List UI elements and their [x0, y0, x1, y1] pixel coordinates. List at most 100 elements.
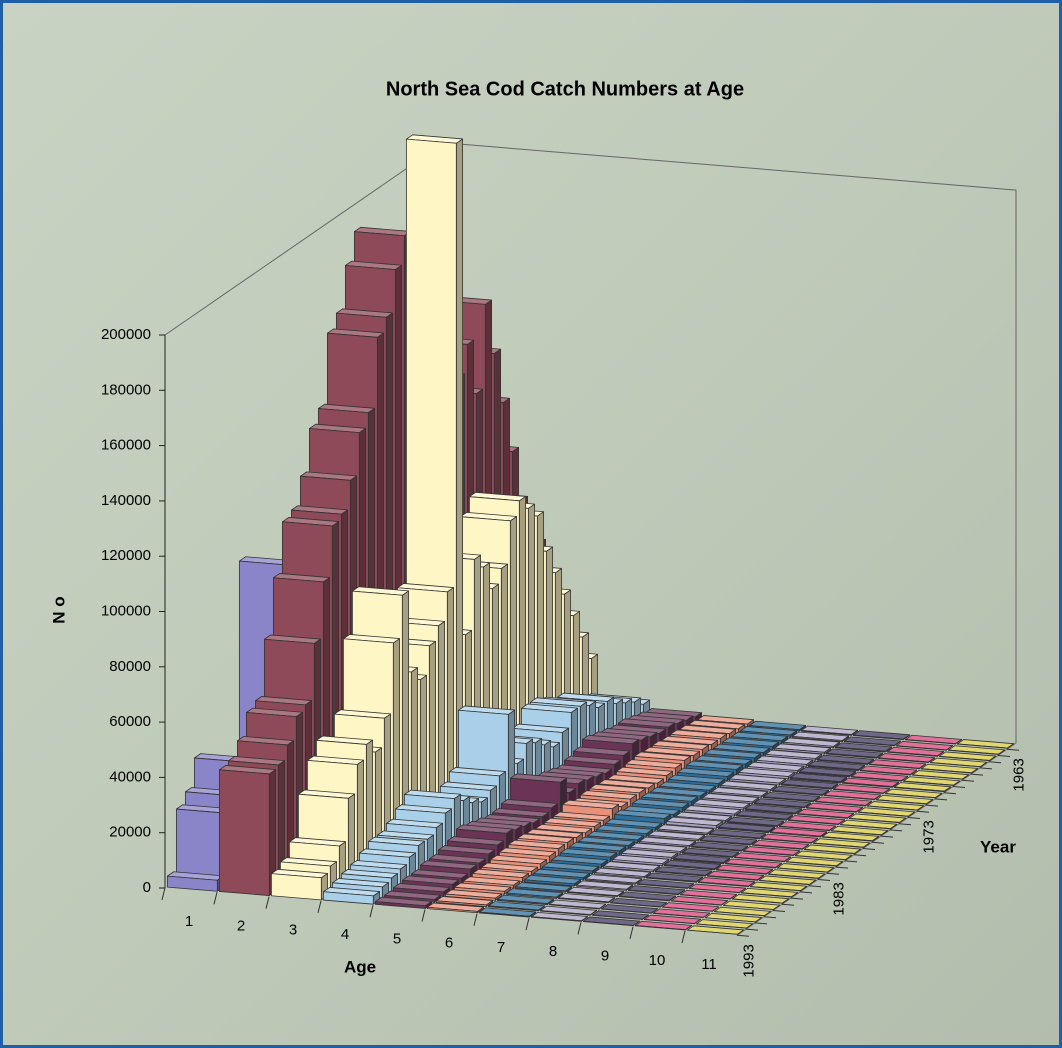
bar [852, 730, 911, 741]
bar [478, 907, 537, 918]
bar-front [749, 886, 801, 892]
bar [728, 774, 787, 786]
bar [541, 862, 600, 875]
bar-front [487, 905, 539, 912]
bar [704, 913, 763, 923]
bar [636, 879, 695, 889]
bar-front [638, 841, 690, 848]
bar-front [444, 893, 496, 901]
bar [787, 815, 846, 825]
y-tick-label: 120000 [101, 547, 151, 564]
bar [877, 753, 936, 763]
bar-front [753, 802, 805, 809]
bar [643, 914, 702, 925]
x-tick [265, 896, 270, 909]
bar-side [455, 138, 464, 808]
bar-front [426, 906, 478, 914]
bar [805, 802, 864, 813]
bar-front [762, 796, 814, 803]
bar-front [812, 842, 864, 848]
bar-front [866, 805, 918, 811]
bar-front [791, 735, 843, 742]
bar [724, 858, 783, 869]
bar [825, 748, 884, 759]
bar [731, 894, 790, 904]
bar [776, 863, 835, 873]
bar [505, 888, 564, 899]
bar-front [728, 778, 780, 786]
bar [850, 771, 909, 782]
depth-tick [952, 786, 966, 788]
bar-front [751, 844, 803, 850]
bar [938, 751, 997, 762]
x-tick [421, 909, 426, 922]
bar-front [715, 869, 767, 875]
bar-front [699, 839, 751, 846]
bar-front [744, 808, 796, 815]
bar-front [548, 903, 600, 910]
bar-front [679, 894, 731, 900]
bar-front [834, 746, 886, 753]
bar-front [760, 838, 812, 844]
bar [697, 877, 756, 887]
bar-front [843, 740, 895, 747]
bar [670, 896, 729, 906]
bar [710, 787, 769, 798]
bar [830, 825, 889, 836]
y-tick-label: 60000 [109, 713, 151, 730]
depth-tick-label: 1963 [1010, 758, 1027, 791]
bar-front [670, 900, 722, 906]
bar [715, 864, 774, 875]
bar [557, 893, 616, 904]
y-tick-label: 0 [143, 879, 151, 896]
bar [435, 896, 494, 907]
depth-tick [835, 866, 849, 869]
depth-tick [898, 823, 912, 826]
bar-front [656, 828, 708, 835]
bar-front [704, 917, 756, 923]
bar-front [322, 891, 374, 905]
bar [884, 788, 943, 799]
bar [868, 759, 927, 770]
bar-front [852, 734, 904, 741]
bar-front [911, 774, 963, 780]
x-tick [629, 926, 634, 939]
bar-front [690, 845, 742, 852]
bar-front [661, 906, 713, 912]
bar-front [618, 895, 670, 902]
bar [758, 875, 817, 886]
bar-front [697, 881, 749, 887]
bar [796, 808, 855, 819]
bar [322, 887, 381, 905]
bar [613, 809, 672, 825]
bar [584, 874, 643, 885]
bar-front [785, 861, 837, 867]
x-tick-label: 10 [649, 952, 666, 969]
bar-front [895, 745, 947, 751]
bar-front [665, 821, 717, 829]
bar [656, 824, 715, 835]
bar [444, 889, 503, 901]
bar-front [868, 763, 920, 770]
bar [753, 798, 812, 809]
bar [791, 731, 850, 742]
depth-tick [781, 903, 795, 906]
depth-tick [817, 879, 831, 881]
bar [751, 839, 810, 850]
bar-front [832, 788, 884, 794]
bar-front [850, 776, 902, 782]
bar-front [681, 852, 733, 858]
depth-tick [736, 934, 750, 937]
depth-tick [925, 804, 939, 807]
bar-front [830, 830, 882, 836]
x-tick-label: 9 [601, 948, 609, 965]
y-tick-label: 100000 [101, 602, 151, 619]
bar [812, 838, 871, 848]
depth-tick [790, 897, 804, 900]
x-tick [369, 905, 374, 918]
bar [749, 881, 808, 892]
bar-front [805, 807, 857, 813]
depth-tick-label: 1993 [740, 944, 757, 977]
bar-front [929, 762, 981, 768]
bar [769, 827, 828, 838]
